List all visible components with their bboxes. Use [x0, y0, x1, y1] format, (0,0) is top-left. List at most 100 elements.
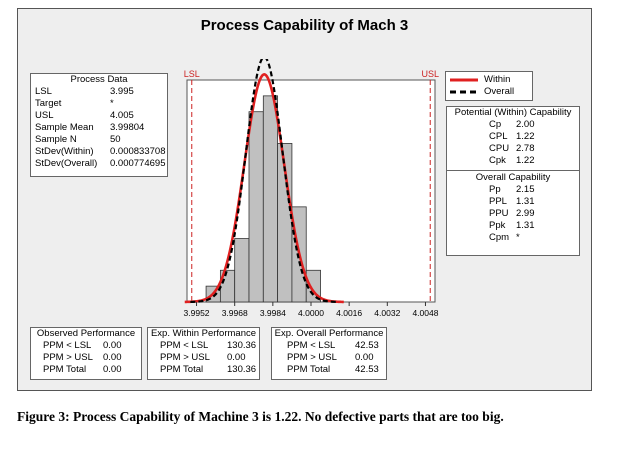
- overall-capability-value: *: [516, 232, 520, 243]
- exp-within-performance-value: 130.36: [227, 364, 257, 375]
- process-data-label: Sample Mean: [35, 122, 94, 133]
- within-capability-heading: Potential (Within) Capability: [454, 107, 572, 118]
- process-data-label: Sample N: [35, 134, 77, 145]
- histogram-bar: [234, 238, 250, 303]
- observed-performance-row: PPM < LSL 0.00: [31, 340, 141, 352]
- overall-capability-row: PPU 2.99: [447, 208, 579, 220]
- exp-within-performance-row: PPM > USL 0.00: [148, 352, 259, 364]
- process-data-row: Sample Mean 3.99804: [31, 122, 167, 134]
- x-tick-label: 3.9984: [260, 308, 286, 318]
- process-data-row: USL 4.005: [31, 110, 167, 122]
- overall-capability-row: Pp 2.15: [447, 184, 579, 196]
- process-data-label: StDev(Within): [35, 146, 94, 157]
- process-data-value: 0.000774695: [110, 158, 166, 169]
- observed-performance-value: 0.00: [103, 364, 122, 375]
- within-capability-label: CPL: [489, 131, 508, 142]
- exp-overall-performance-label: PPM > USL: [287, 352, 337, 363]
- process-data-box: Process Data LSL 3.995 Target * USL 4.005 Samp…: [30, 73, 168, 177]
- overall-capability-label: Cpm: [489, 232, 510, 243]
- chart-frame: Process Capability of Mach 3 Process Dat…: [17, 8, 592, 391]
- exp-overall-performance-row: PPM > USL 0.00: [272, 352, 386, 364]
- overall-capability-row: Ppk 1.31: [447, 220, 579, 232]
- x-tick-label: 3.9952: [184, 308, 210, 318]
- process-data-row: StDev(Within) 0.000833708: [31, 146, 167, 158]
- within-capability-value: 1.22: [516, 155, 535, 166]
- observed-performance-value: 0.00: [103, 340, 122, 351]
- chart-title: Process Capability of Mach 3: [200, 17, 409, 34]
- x-tick-label: 4.0000: [298, 308, 324, 318]
- overall-capability-value: 2.99: [516, 208, 535, 219]
- capability-box: Potential (Within) Capability Cp 2.00 CPL 1…: [446, 106, 580, 256]
- overall-capability-row: Cpm *: [447, 232, 579, 244]
- exp-overall-performance-label: PPM Total: [287, 364, 331, 375]
- process-data-row: Target *: [31, 98, 167, 110]
- usl-label: USL: [421, 69, 439, 79]
- overall-capability-value: 1.31: [516, 220, 535, 231]
- overall-capability-label: PPL: [489, 196, 507, 207]
- overall-capability-heading: Overall Capability: [475, 172, 551, 183]
- legend: Within Overall: [445, 71, 533, 101]
- process-data-row: StDev(Overall) 0.000774695: [31, 158, 167, 170]
- exp-within-performance-value: 0.00: [227, 352, 246, 363]
- observed-performance-label: PPM Total: [43, 364, 87, 375]
- legend-item-within: Within: [446, 74, 532, 86]
- within-capability-label: CPU: [489, 143, 510, 154]
- exp-within-performance-row: PPM < LSL 130.36: [148, 340, 259, 352]
- x-tick-label: 4.0016: [336, 308, 362, 318]
- exp-within-performance-heading: Exp. Within Performance: [150, 328, 257, 339]
- process-data-label: Target: [35, 98, 62, 109]
- histogram-bar: [248, 111, 264, 303]
- observed-performance-row: PPM > USL 0.00: [31, 352, 141, 364]
- within-capability-label: Cp: [489, 119, 502, 130]
- process-data-value: 0.000833708: [110, 146, 166, 157]
- curve-within: [184, 73, 344, 304]
- overall-capability-value: 1.31: [516, 196, 535, 207]
- exp-within-performance-value: 130.36: [227, 340, 257, 351]
- process-data-heading: Process Data: [70, 74, 128, 85]
- within-capability-row: Cpk 1.22: [447, 155, 579, 167]
- exp-overall-performance-heading: Exp. Overall Performance: [274, 328, 384, 339]
- overall-capability-row: PPL 1.31: [447, 196, 579, 208]
- x-tick-label: 3.9968: [222, 308, 248, 318]
- overall-capability-value: 2.15: [516, 184, 535, 195]
- exp-overall-performance-row: PPM < LSL 42.53: [272, 340, 386, 352]
- exp-within-performance-row: PPM Total 130.36: [148, 364, 259, 376]
- process-data-row: Sample N 50: [31, 134, 167, 146]
- exp-overall-performance-box: Exp. Overall Performance PPM < LSL 42.53 P…: [271, 327, 387, 380]
- process-data-value: 3.99804: [110, 122, 145, 133]
- observed-performance-label: PPM < LSL: [43, 340, 92, 351]
- legend-item-overall: Overall: [446, 86, 532, 98]
- process-data-row: LSL 3.995: [31, 86, 167, 98]
- exp-within-performance-label: PPM Total: [160, 364, 204, 375]
- observed-performance-value: 0.00: [103, 352, 122, 363]
- within-capability-value: 2.00: [516, 119, 535, 130]
- legend-label-overall: Overall: [484, 86, 515, 97]
- process-data-label: LSL: [35, 86, 52, 97]
- overall-capability-label: Pp: [489, 184, 501, 195]
- process-data-value: 3.995: [110, 86, 134, 97]
- overall-capability-label: PPU: [489, 208, 509, 219]
- histogram-bar: [262, 95, 279, 303]
- process-data-value: *: [110, 98, 114, 109]
- figure-caption: Figure 3: Process Capability of Machine …: [17, 409, 504, 424]
- exp-overall-performance-label: PPM < LSL: [287, 340, 336, 351]
- within-capability-row: CPU 2.78: [447, 143, 579, 155]
- process-data-value: 4.005: [110, 110, 134, 121]
- exp-overall-performance-value: 42.53: [355, 340, 379, 351]
- legend-label-within: Within: [484, 74, 511, 85]
- within-capability-row: Cp 2.00: [447, 119, 579, 131]
- curve-overall: [190, 59, 339, 304]
- process-data-label: USL: [35, 110, 54, 121]
- observed-performance-heading: Observed Performance: [36, 328, 136, 339]
- within-capability-value: 2.78: [516, 143, 535, 154]
- observed-performance-row: PPM Total 0.00: [31, 364, 141, 376]
- overall-capability-label: Ppk: [489, 220, 506, 231]
- exp-overall-performance-row: PPM Total 42.53: [272, 364, 386, 376]
- x-tick-label: 4.0032: [374, 308, 400, 318]
- exp-within-performance-box: Exp. Within Performance PPM < LSL 130.36 P…: [147, 327, 260, 380]
- histogram-plot: LSL USL 3.9952 3.9968 3.9984 4.0000 4.0016 4.00…: [184, 59, 439, 318]
- x-tick-label: 4.0048: [412, 308, 438, 318]
- exp-within-performance-label: PPM > USL: [160, 352, 210, 363]
- lsl-label: LSL: [184, 69, 200, 79]
- process-data-label: StDev(Overall): [35, 158, 98, 169]
